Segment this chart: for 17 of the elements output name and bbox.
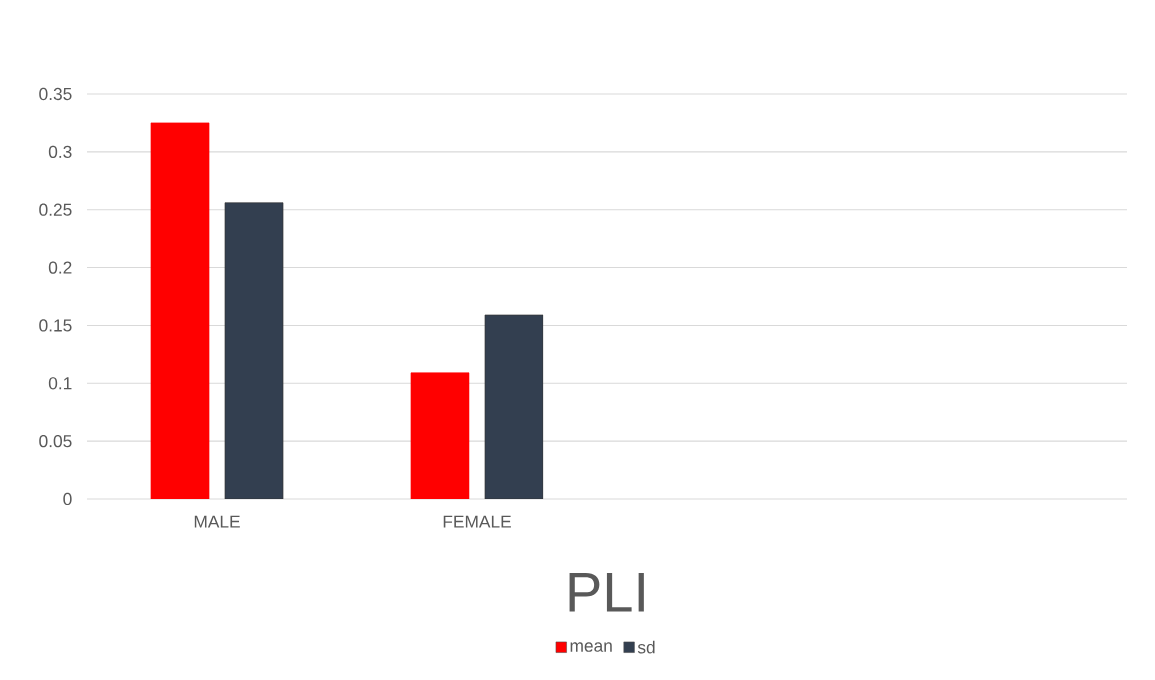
y-tick-label: 0 <box>63 492 72 506</box>
y-tick-label: 0.2 <box>48 261 72 274</box>
y-tick-label: 0.05 <box>39 434 72 448</box>
x-tick-label: FEMALE <box>443 515 511 528</box>
legend-label: mean <box>570 642 612 652</box>
legend-label: sd <box>637 640 655 654</box>
y-tick-label: 0.3 <box>48 145 72 158</box>
bar <box>484 314 544 499</box>
x-tick-label: MALE <box>194 515 240 528</box>
bar <box>410 372 470 499</box>
text: PLI <box>569 572 644 612</box>
y-tick-label: 0.1 <box>48 377 72 390</box>
bar <box>150 122 210 499</box>
y-tick-label: 0.25 <box>39 203 72 216</box>
y-tick-label: 0.35 <box>39 87 72 101</box>
bar <box>224 202 284 499</box>
y-tick-label: 0.15 <box>39 319 72 332</box>
